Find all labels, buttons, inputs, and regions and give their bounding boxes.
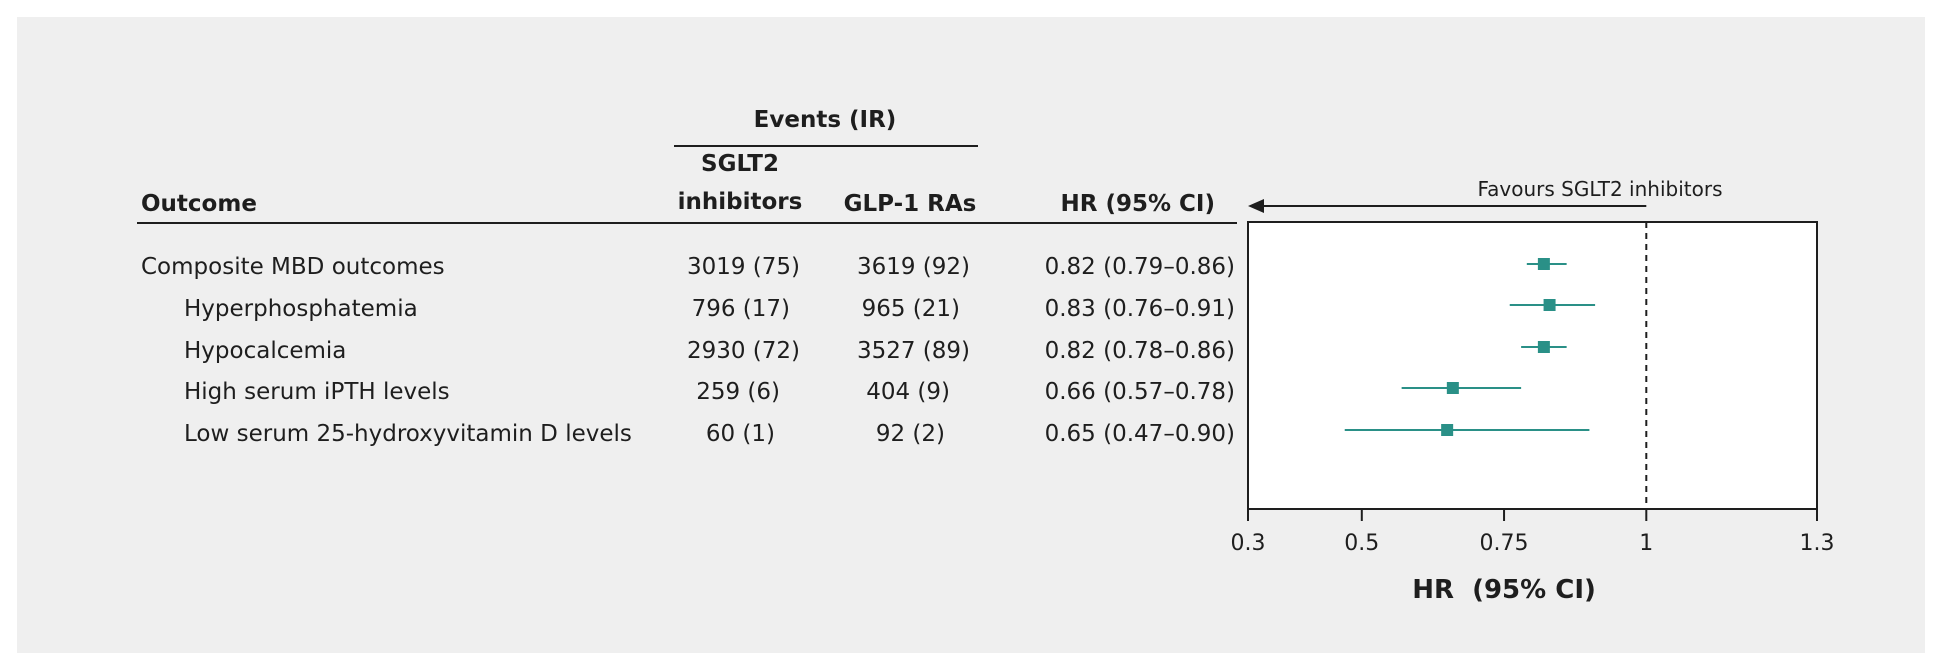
favours-arrow-head [1248, 199, 1264, 213]
hr-point [1537, 341, 1550, 353]
hr-point [1441, 424, 1454, 436]
events-header-rule [674, 145, 978, 147]
row-glp1: 965 (21) [861, 296, 960, 322]
row-hr: 0.82 (0.78–0.86) [1044, 338, 1235, 364]
row-outcome: High serum iPTH levels [184, 379, 450, 405]
hr-header: HR (95% CI) [1060, 191, 1216, 217]
row-hr: 0.65 (0.47–0.90) [1044, 421, 1235, 447]
row-sglt2: 60 (1) [705, 421, 775, 447]
sglt2-header-line1: SGLT2 [701, 151, 779, 177]
row-glp1: 92 (2) [875, 421, 945, 447]
row-hr: 0.83 (0.76–0.91) [1044, 296, 1235, 322]
x-tick-label: 1 [1639, 531, 1653, 556]
hr-point [1537, 258, 1550, 270]
outcome-header: Outcome [141, 191, 257, 217]
row-outcome: Hyperphosphatemia [184, 296, 418, 322]
x-axis-ticks: 0.3 0.5 0.75 1 1.3 [1231, 509, 1835, 556]
x-tick-label: 1.3 [1800, 531, 1835, 556]
row-glp1: 3527 (89) [856, 338, 970, 364]
x-tick-label: 0.3 [1231, 531, 1266, 556]
row-sglt2: 796 (17) [691, 296, 790, 322]
row-hr: 0.82 (0.79–0.86) [1044, 254, 1235, 280]
plot-marks [1344, 258, 1596, 436]
header-rule [137, 222, 1237, 224]
sglt2-header-line2: inhibitors [677, 189, 803, 215]
favours-label: Favours SGLT2 inhibitors [1478, 177, 1723, 201]
glp1-header: GLP-1 RAs [843, 191, 977, 217]
x-tick-label: 0.5 [1344, 531, 1379, 556]
row-glp1: 3619 (92) [856, 254, 970, 280]
row-outcome: Composite MBD outcomes [141, 254, 445, 280]
hr-point [1543, 299, 1556, 311]
row-sglt2: 2930 (72) [686, 338, 800, 364]
x-tick-label: 0.75 [1480, 531, 1529, 556]
row-sglt2: 259 (6) [696, 379, 780, 405]
row-outcome: Hypocalcemia [184, 338, 347, 364]
row-sglt2: 3019 (75) [686, 254, 800, 280]
row-outcome: Low serum 25-hydroxyvitamin D levels [184, 421, 632, 447]
hr-point [1446, 382, 1459, 394]
events-header: Events (IR) [753, 107, 897, 133]
x-axis-label: HR (95% CI) [1412, 575, 1596, 605]
row-glp1: 404 (9) [866, 379, 950, 405]
row-hr: 0.66 (0.57–0.78) [1044, 379, 1235, 405]
plot-area [1247, 221, 1818, 510]
